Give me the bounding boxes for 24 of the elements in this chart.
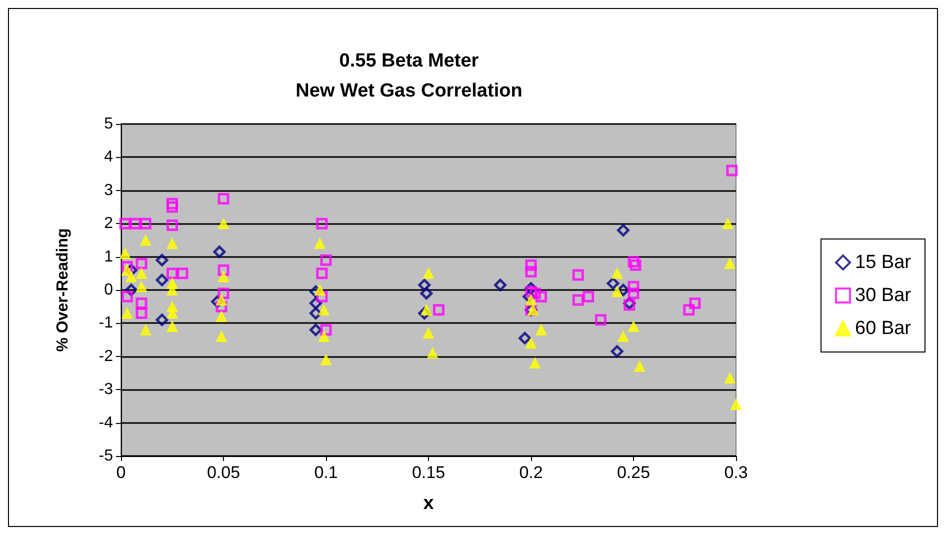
y-tick-label: 0 (104, 282, 114, 298)
y-tick-label: 1 (104, 248, 114, 266)
y-tick-label: 4 (104, 148, 114, 166)
x-tick-label: 0.25 (616, 463, 650, 482)
x-tick-label: 0 (116, 463, 126, 482)
x-tick-label: 0.2 (519, 463, 543, 482)
y-tick-label: -1 (98, 314, 114, 332)
chart-title: 0.55 Beta Meter New Wet Gas Correlation (296, 50, 522, 102)
legend-label: 60 Bar (855, 318, 912, 339)
x-tick-label: 0.05 (206, 463, 240, 482)
x-tick-label: 0.1 (314, 463, 338, 482)
legend-label: 15 Bar (855, 252, 912, 273)
y-tick-label: 3 (104, 182, 114, 199)
y-tick-label: -4 (98, 414, 114, 432)
x-tick-label: 0.3 (724, 463, 748, 482)
y-axis-title: % Over-Reading (54, 228, 72, 352)
y-tick-label: -3 (98, 381, 114, 398)
y-tick-label: 2 (104, 215, 114, 232)
x-tick-label: 0.15 (412, 463, 446, 482)
y-tick-label: -2 (98, 348, 114, 365)
x-axis-title: x (423, 493, 434, 514)
y-tick-label: -5 (98, 448, 114, 464)
y-tick-label: 5 (104, 116, 114, 132)
legend-label: 30 Bar (855, 285, 912, 306)
